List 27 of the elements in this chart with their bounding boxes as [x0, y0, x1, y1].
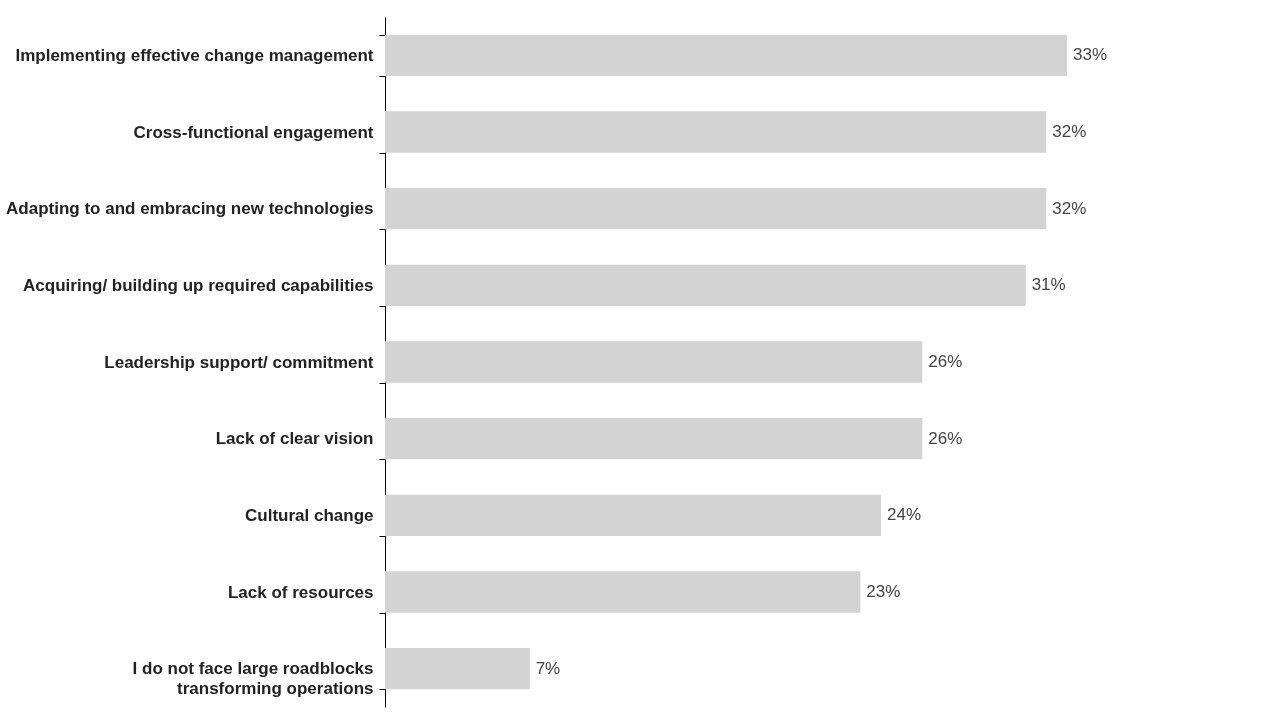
y-tick-label: Leadership support/ commitment [104, 352, 374, 372]
bar [385, 111, 1047, 153]
data-label: 33% [1073, 45, 1108, 65]
bar [385, 341, 923, 383]
y-tick-label: Lack of clear vision [215, 429, 374, 449]
y-tick-label: Cultural change [245, 505, 374, 525]
bar [385, 494, 881, 537]
bar [385, 417, 923, 460]
bar [385, 264, 1026, 307]
bar [385, 571, 861, 613]
bar [385, 647, 530, 690]
y-tick-label: Lack of resources [227, 582, 374, 602]
data-label: 23% [866, 582, 901, 601]
data-label: 7% [535, 658, 561, 678]
data-label: 26% [928, 352, 963, 371]
bar [385, 187, 1047, 230]
data-label: 24% [887, 505, 922, 525]
data-label: 32% [1052, 122, 1087, 141]
data-label: 31% [1031, 275, 1066, 295]
data-label: 26% [928, 428, 963, 448]
y-tick-label: I do not face large roadblocks transforming operations [132, 659, 374, 699]
y-tick-label: Implementing effective change management [15, 45, 374, 65]
bar [385, 34, 1067, 77]
y-tick-label: Adapting to and embracing new technologies [6, 199, 374, 219]
y-tick-label: Cross-functional engagement [133, 122, 374, 142]
data-label: 32% [1052, 198, 1087, 218]
y-tick-label: Acquiring/ building up required capabilities [23, 275, 374, 295]
